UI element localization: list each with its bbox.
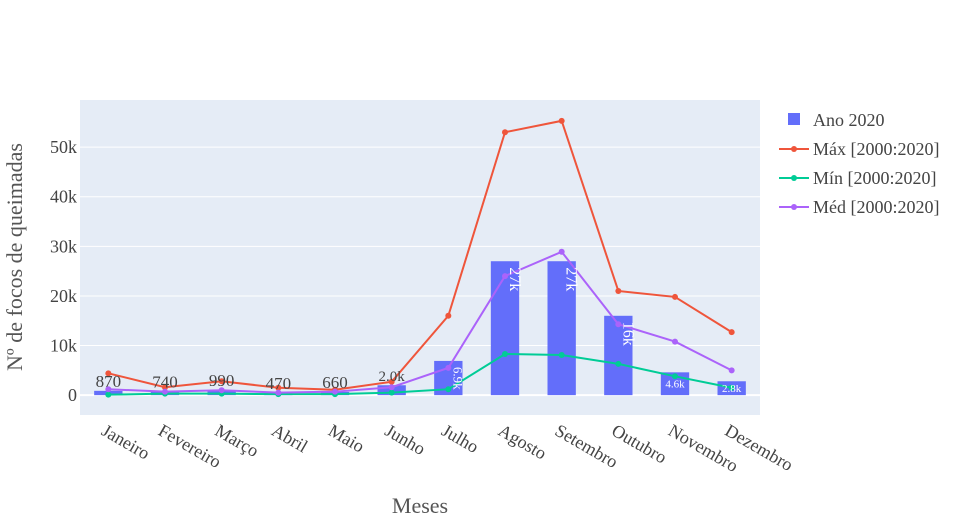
legend-marker — [791, 175, 797, 181]
lines — [105, 117, 735, 398]
bar[interactable] — [547, 261, 576, 396]
x-tick-label: Setembro — [552, 420, 622, 472]
series-point[interactable] — [105, 391, 112, 398]
series-point[interactable] — [218, 378, 225, 385]
x-tick-label: Abril — [268, 420, 311, 456]
series-point[interactable] — [388, 378, 395, 385]
y-tick-label: 10k — [50, 336, 77, 356]
series-point[interactable] — [162, 384, 168, 391]
bar-data-label: 2.0k — [379, 369, 406, 385]
series-line[interactable] — [108, 119, 733, 391]
y-axis-ticks: 0 10k 20k 30k 40k 50k — [50, 137, 77, 405]
bar[interactable] — [490, 261, 520, 396]
bar-data-label: 740 — [152, 372, 178, 391]
series-point[interactable] — [332, 388, 338, 395]
series-point[interactable] — [728, 329, 735, 336]
legend-item[interactable]: Máx [2000:2020] — [779, 139, 939, 159]
series-point[interactable] — [162, 388, 168, 395]
bar-data-label: 470 — [266, 374, 292, 393]
series-point[interactable] — [728, 367, 735, 374]
series-point[interactable] — [502, 129, 508, 136]
series-point[interactable] — [275, 384, 282, 391]
series-point[interactable] — [615, 360, 622, 367]
series-line[interactable] — [108, 352, 732, 396]
bar-data-label: 27k — [563, 267, 580, 291]
series-point[interactable] — [502, 350, 508, 357]
series-point[interactable] — [672, 373, 678, 380]
bar-data-label: 16k — [619, 322, 636, 346]
series-point[interactable] — [275, 389, 282, 396]
series-point[interactable] — [615, 321, 622, 328]
bar-data-label: 6.9k — [450, 367, 465, 390]
y-tick-label: 40k — [50, 187, 77, 207]
series-point[interactable] — [502, 273, 508, 280]
series-point[interactable] — [105, 370, 112, 377]
bars — [94, 261, 746, 396]
series-point[interactable] — [558, 248, 565, 255]
y-tick-label: 50k — [50, 137, 77, 157]
legend-marker — [791, 204, 797, 210]
legend-item[interactable]: Ano 2020 — [788, 110, 885, 130]
legend-swatch — [788, 113, 800, 125]
legend-item[interactable]: Méd [2000:2020] — [779, 197, 939, 217]
bar-data-label: 870 — [96, 372, 122, 391]
legend-label: Mín [2000:2020] — [813, 168, 937, 188]
series-point[interactable] — [445, 312, 452, 319]
series-point[interactable] — [558, 117, 565, 124]
plot-background — [80, 100, 760, 415]
bar-data-label: 2.8k — [722, 383, 742, 395]
series-point[interactable] — [445, 364, 452, 371]
series-point[interactable] — [672, 293, 678, 300]
bar-data-label: 660 — [322, 373, 348, 392]
y-axis-title: Nº de focos de queimadas — [2, 143, 27, 371]
series-point[interactable] — [728, 384, 735, 391]
legend-label: Ano 2020 — [813, 110, 885, 130]
legend-marker — [791, 146, 797, 152]
x-tick-label: Maio — [325, 420, 368, 456]
x-tick-label: Janeiro — [98, 420, 153, 463]
x-tick-label: Agosto — [495, 420, 550, 463]
y-tick-label: 30k — [50, 236, 77, 256]
legend-label: Máx [2000:2020] — [813, 139, 939, 159]
series-point[interactable] — [445, 386, 452, 393]
series-point[interactable] — [558, 351, 565, 358]
bar-data-label: 4.6k — [665, 379, 685, 391]
legend-label: Méd [2000:2020] — [813, 197, 939, 217]
legend-item[interactable]: Mín [2000:2020] — [779, 168, 937, 188]
x-axis-title: Meses — [392, 493, 448, 518]
series-point[interactable] — [388, 384, 395, 391]
bar-labels: 870 740 990 470 660 2.0k 6.9k 27k 27k 16k 4.6k 2.8k — [96, 267, 742, 395]
series-point[interactable] — [105, 386, 112, 393]
x-tick-label: Julho — [438, 420, 482, 457]
series-point[interactable] — [388, 389, 395, 396]
series-point[interactable] — [672, 338, 678, 345]
bar-data-label: 990 — [209, 371, 235, 390]
y-tick-label: 0 — [68, 385, 77, 405]
x-tick-label: Junho — [382, 420, 429, 459]
bar-data-label: 27k — [506, 267, 523, 291]
series-point[interactable] — [218, 387, 225, 394]
series-line[interactable] — [108, 250, 733, 394]
bar[interactable] — [604, 315, 633, 396]
x-tick-label: Fevereiro — [155, 420, 225, 472]
grid — [80, 146, 760, 397]
series-point[interactable] — [615, 287, 622, 294]
legend[interactable]: Ano 2020 Máx [2000:2020] Mín [2000:2020] Mé… — [779, 110, 939, 217]
y-tick-label: 20k — [50, 286, 77, 306]
